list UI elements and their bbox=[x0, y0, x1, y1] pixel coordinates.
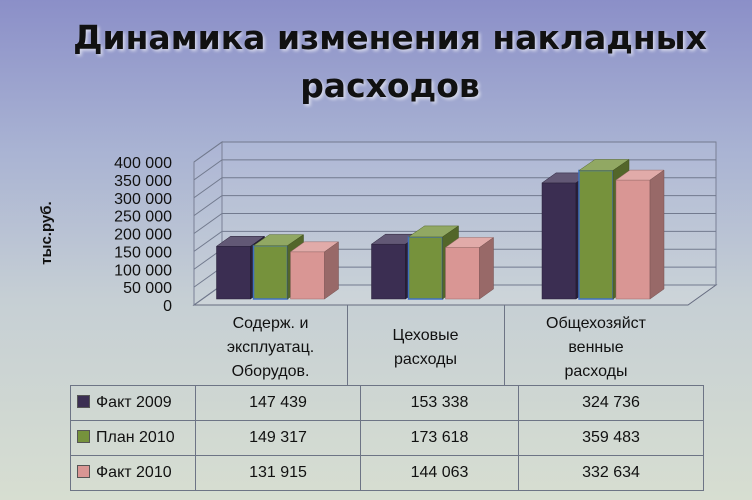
y-tick-label: 50 000 bbox=[123, 280, 172, 297]
bar-front bbox=[578, 169, 614, 300]
bar-side bbox=[649, 169, 665, 300]
gridline bbox=[193, 141, 716, 163]
legend-entry: Факт 2009 bbox=[70, 385, 196, 421]
category-labels: Содерж. и эксплуатац. Оборудов. Цеховые … bbox=[194, 305, 688, 385]
category-label-3: Общехозяйст венные расходы bbox=[546, 315, 646, 380]
bar-side bbox=[324, 241, 339, 300]
bars bbox=[215, 159, 665, 300]
legend-swatch bbox=[77, 430, 90, 443]
bar-front bbox=[216, 246, 251, 300]
bar bbox=[615, 169, 665, 300]
table-cell: 149 317 bbox=[195, 420, 361, 456]
y-tick-label: 250 000 bbox=[114, 209, 172, 226]
y-tick-label: 400 000 bbox=[114, 155, 172, 172]
table-row: Факт 2009 147 439 153 338 324 736 bbox=[70, 385, 704, 421]
bar-front bbox=[371, 243, 406, 300]
y-tick-label: 350 000 bbox=[114, 173, 172, 190]
y-tick-label: 300 000 bbox=[114, 191, 172, 208]
legend-entry: Факт 2010 bbox=[70, 455, 196, 491]
y-tick-label: 0 bbox=[163, 298, 172, 315]
bar-front bbox=[252, 244, 289, 300]
category-divider bbox=[504, 305, 505, 385]
bar-front bbox=[615, 179, 651, 300]
bar-front bbox=[407, 236, 444, 300]
bar-front bbox=[290, 251, 325, 300]
table-cell: 131 915 bbox=[195, 455, 361, 491]
table-cell: 173 618 bbox=[360, 420, 519, 456]
y-tick-label: 100 000 bbox=[114, 262, 172, 279]
bar bbox=[444, 237, 495, 300]
legend-swatch bbox=[77, 395, 90, 408]
category-divider bbox=[347, 305, 348, 385]
table-row: Факт 2010 131 915 144 063 332 634 bbox=[70, 455, 704, 491]
bar-front bbox=[445, 247, 480, 300]
table-cell: 324 736 bbox=[518, 385, 704, 421]
table-cell: 144 063 bbox=[360, 455, 519, 491]
legend-swatch bbox=[77, 465, 90, 478]
table-cell: 332 634 bbox=[518, 455, 704, 491]
y-tick-label: 150 000 bbox=[114, 244, 172, 261]
chart-title: Динамика изменения накладных расходов bbox=[73, 18, 707, 105]
category-label-1: Содерж. и эксплуатац. Оборудов. bbox=[226, 315, 315, 380]
gridline bbox=[193, 159, 716, 181]
table-cell: 153 338 bbox=[360, 385, 519, 421]
bar bbox=[289, 241, 340, 300]
category-label-2: Цеховые расходы bbox=[392, 327, 459, 368]
table-row: План 2010 149 317 173 618 359 483 bbox=[70, 420, 704, 456]
table-cell: 147 439 bbox=[195, 385, 361, 421]
bar-front bbox=[541, 182, 577, 300]
y-tick-label: 200 000 bbox=[114, 227, 172, 244]
data-table: Факт 2009 147 439 153 338 324 736 План 2… bbox=[70, 385, 704, 491]
bar-side bbox=[479, 237, 494, 300]
legend-entry: План 2010 bbox=[70, 420, 196, 456]
table-cell: 359 483 bbox=[518, 420, 704, 456]
